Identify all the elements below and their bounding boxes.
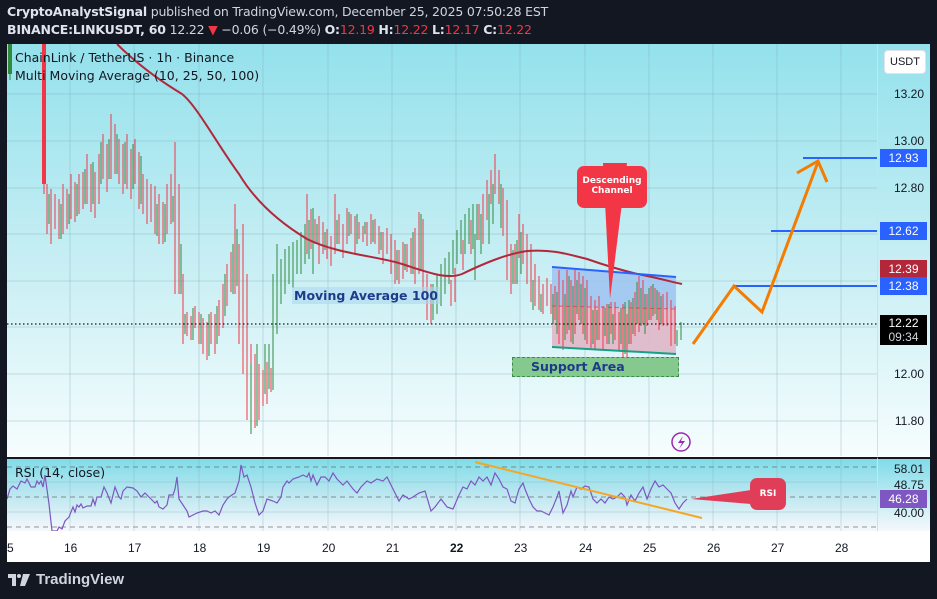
descending-channel-callout[interactable]: Descending Channel xyxy=(577,166,647,208)
price-label: 12.00 xyxy=(893,367,924,381)
published-text: published on TradingView.com, December 2… xyxy=(150,4,549,19)
price-change: −0.06 (−0.49%) xyxy=(221,22,321,37)
rsi-callout-pointer xyxy=(691,490,751,504)
price-label: 12.80 xyxy=(893,181,924,195)
time-tick: 16 xyxy=(64,541,78,555)
rsi-line xyxy=(7,464,688,531)
channel-lower-line xyxy=(551,346,677,355)
rsi-callout[interactable]: RSI xyxy=(750,478,786,510)
close-value: 12.22 xyxy=(496,22,532,37)
low-value: 12.17 xyxy=(444,22,480,37)
open-label: O: xyxy=(324,22,340,37)
time-axis[interactable]: 5 16 17 18 19 20 21 22 23 24 25 26 27 28 xyxy=(7,531,930,562)
time-tick: 20 xyxy=(322,541,336,555)
time-tick: 19 xyxy=(257,541,271,555)
high-label: H: xyxy=(378,22,394,37)
price-chart-svg xyxy=(7,44,877,456)
close-label: C: xyxy=(483,22,497,37)
tradingview-brand: TradingView xyxy=(36,571,125,588)
target3-price-tag: 12.93 xyxy=(880,149,927,167)
high-value: 12.22 xyxy=(393,22,429,37)
projection-path xyxy=(691,161,820,345)
projection-arrowhead xyxy=(796,158,829,183)
lightning-icon[interactable] xyxy=(671,432,691,452)
currency-button[interactable]: USDT xyxy=(884,50,926,74)
price-axis[interactable]: USDT 13.20 13.00 12.93 12.80 12.62 12.39… xyxy=(877,44,930,456)
time-tick: 18 xyxy=(193,541,207,555)
time-tick: 25 xyxy=(643,541,657,555)
time-tick: 24 xyxy=(579,541,593,555)
last-price: 12.22 xyxy=(169,22,205,37)
ma100-line xyxy=(116,44,683,285)
target1-price-tag: 12.38 xyxy=(880,277,927,295)
current-price-tag: 12.22 xyxy=(880,315,927,331)
ma100-label[interactable]: Moving Average 100 xyxy=(292,287,440,304)
time-tick: 28 xyxy=(835,541,849,555)
candle-countdown: 09:34 xyxy=(880,330,927,345)
time-tick: 23 xyxy=(514,541,528,555)
price-label: 13.20 xyxy=(893,87,924,101)
down-arrow-icon: ▼ xyxy=(208,22,218,37)
time-tick: 21 xyxy=(386,541,400,555)
open-value: 12.19 xyxy=(339,22,375,37)
publish-info: CryptoAnalystSignal published on Trading… xyxy=(7,4,548,19)
rsi-pane[interactable]: RSI (14, close) xyxy=(7,457,877,531)
author-name[interactable]: CryptoAnalystSignal xyxy=(7,4,147,19)
symbol-info: BINANCE:LINKUSDT, 60 12.22 ▼ −0.06 (−0.4… xyxy=(7,22,532,37)
tradingview-logo-icon xyxy=(8,573,30,586)
rsi-trendline xyxy=(474,461,703,519)
symbol: BINANCE:LINKUSDT, 60 xyxy=(7,22,166,37)
rsi-legend[interactable]: RSI (14, close) xyxy=(15,465,106,480)
rsi-axis-label: 40.00 xyxy=(893,506,924,520)
time-tick: 17 xyxy=(128,541,142,555)
grid xyxy=(7,44,877,456)
time-tick: 5 xyxy=(7,541,14,555)
indicator-legend[interactable]: Multi Moving Average (10, 25, 50, 100) xyxy=(15,68,260,83)
rsi-chart-svg xyxy=(7,459,877,531)
support-area-box[interactable] xyxy=(512,357,679,377)
time-tick: 27 xyxy=(771,541,785,555)
low-label: L: xyxy=(432,22,445,37)
rsi-axis[interactable]: 58.01 48.75 40.00 46.28 xyxy=(877,457,930,531)
price-label: 13.00 xyxy=(893,134,924,148)
support-area-label: Support Area xyxy=(531,359,625,374)
rsi-axis-label: 58.01 xyxy=(893,462,924,476)
tradingview-logo[interactable]: TradingView xyxy=(8,571,124,588)
price-label: 11.80 xyxy=(894,414,924,428)
symbol-legend[interactable]: ChainLink / TetherUS · 1h · Binance xyxy=(15,50,235,65)
ma100-price-tag: 12.39 xyxy=(880,260,927,278)
price-pane[interactable]: ChainLink / TetherUS · 1h · Binance Mult… xyxy=(7,44,877,456)
target2-price-tag: 12.62 xyxy=(880,222,927,240)
chart-frame: ChainLink / TetherUS · 1h · Binance Mult… xyxy=(7,44,930,562)
candles xyxy=(8,44,682,434)
time-tick: 26 xyxy=(707,541,721,555)
rsi-axis-label: 48.75 xyxy=(893,478,924,492)
time-tick: 22 xyxy=(450,541,464,555)
rsi-current-tag: 46.28 xyxy=(880,490,927,508)
channel-upper-line xyxy=(551,266,677,278)
